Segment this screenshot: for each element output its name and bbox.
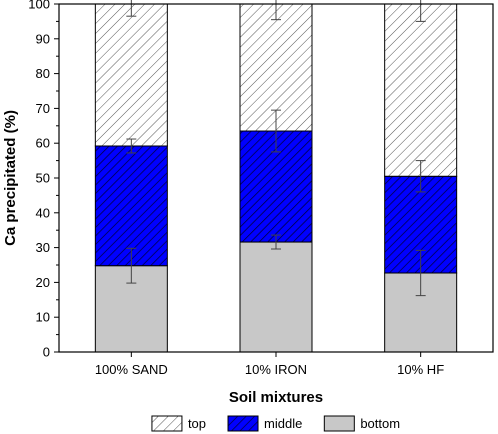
- error-bar-10-hf-bottom: [415, 249, 426, 297]
- y-axis: 0 10 20 30 40 50 60 70 80 90 100: [28, 0, 59, 360]
- y-tick-label-20: 20: [36, 275, 50, 290]
- y-tick-label-50: 50: [36, 171, 50, 186]
- y-tick-label-90: 90: [36, 31, 50, 46]
- y-tick-label-30: 30: [36, 240, 50, 255]
- error-bar-100-sand-bottom: [126, 247, 137, 284]
- bar-100-sand-top: [94, 3, 168, 147]
- bars-layer: [94, 3, 458, 353]
- legend-label-middle: middle: [264, 416, 302, 431]
- bar-10-iron-bottom: [239, 241, 313, 353]
- y-tick-label-10: 10: [36, 310, 50, 325]
- y-tick-label-0: 0: [43, 345, 50, 360]
- y-axis-title: Ca precipitated (%): [2, 110, 19, 246]
- legend-label-top: top: [188, 416, 206, 431]
- x-tick-label-10-hf: 10% HF: [397, 362, 444, 377]
- error-bar-10-iron-middle: [271, 109, 281, 153]
- legend-item-middle: middle: [227, 415, 302, 432]
- y-tick-label-70: 70: [36, 101, 50, 116]
- y-tick-label-60: 60: [36, 136, 50, 151]
- legend-swatch-top: [151, 415, 183, 432]
- legend-swatch-bottom: [323, 415, 355, 432]
- y-tick-label-40: 40: [36, 205, 50, 220]
- error-bar-10-iron-bottom: [271, 234, 281, 250]
- error-bar-100-sand-middle: [126, 138, 137, 154]
- x-tick-label-10-iron: 10% IRON: [245, 362, 307, 377]
- error-bar-10-hf-middle: [415, 160, 426, 193]
- y-tick-label-80: 80: [36, 66, 50, 81]
- bar-100-sand-middle: [94, 145, 168, 267]
- legend-swatch-middle: [227, 415, 259, 432]
- legend-item-bottom: bottom: [323, 415, 400, 432]
- x-tick-label-100-sand: 100% SAND: [95, 362, 168, 377]
- x-axis-title: Soil mixtures: [229, 389, 323, 406]
- x-axis: 100% SAND 10% IRON 10% HF: [95, 352, 444, 377]
- legend: top middle bottom: [151, 415, 400, 432]
- legend-item-top: top: [151, 415, 206, 432]
- y-tick-label-100: 100: [28, 0, 50, 12]
- bar-10-hf-top: [384, 3, 458, 177]
- legend-label-bottom: bottom: [360, 416, 400, 431]
- error-bars-layer: [126, 0, 426, 297]
